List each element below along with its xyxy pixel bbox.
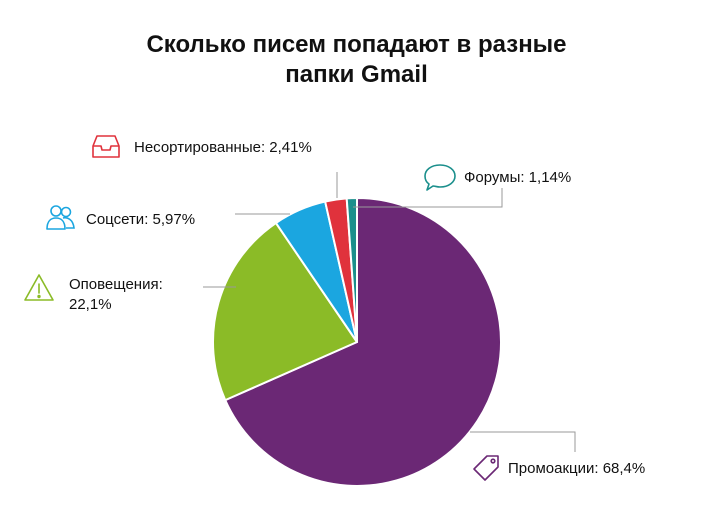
leader-line-promo: [470, 431, 576, 452]
pie-slice-forums: [345, 197, 358, 343]
people-icon: [46, 205, 75, 230]
slice-label-alerts-name: Оповещения:: [69, 276, 163, 293]
slice-label-alerts-value: 22,1%: [69, 296, 112, 313]
chart-title-line-2: папки Gmail: [285, 61, 428, 88]
leader-lines: [203, 172, 576, 452]
slice-label-forums: Форумы: 1,14%: [464, 169, 571, 186]
pie-slice-alerts: [212, 221, 358, 402]
inbox-tray-icon: [92, 135, 120, 158]
slice-label-social: Соцсети: 5,97%: [86, 211, 195, 228]
pie-slice-promo: [224, 197, 502, 487]
slice-label-promo: Промоакции: 68,4%: [508, 460, 645, 477]
leader-line-forums: [353, 188, 503, 208]
pie-slices: [212, 197, 502, 487]
warning-triangle-icon: [24, 274, 54, 301]
price-tag-icon: [473, 455, 499, 481]
slice-label-unsorted: Несортированные: 2,41%: [134, 139, 312, 156]
speech-bubble-icon: [424, 164, 456, 191]
chart-title: Сколько писем попадают в разные папки Gm…: [0, 30, 713, 90]
chart-title-line-1: Сколько писем попадают в разные: [146, 31, 567, 58]
